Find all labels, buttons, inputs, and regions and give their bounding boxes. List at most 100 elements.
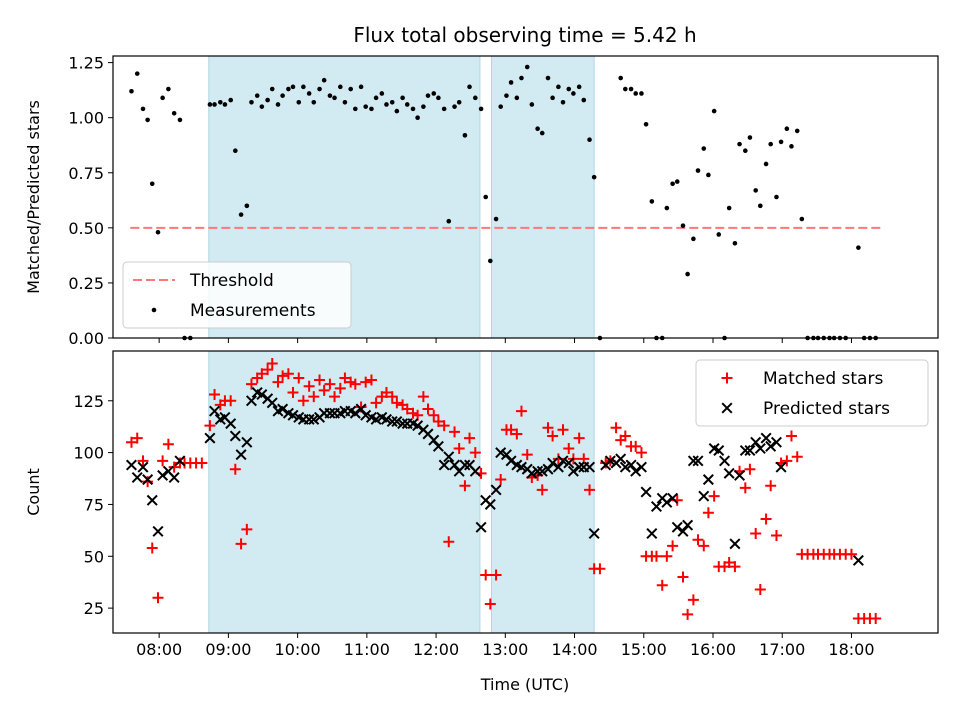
data-point <box>480 569 492 581</box>
data-point <box>311 99 317 105</box>
data-point <box>498 104 503 109</box>
legend-label: Measurements <box>190 301 316 321</box>
data-point <box>469 447 481 459</box>
data-point <box>334 382 346 394</box>
data-point <box>591 174 597 180</box>
data-point <box>750 436 762 448</box>
data-point <box>677 525 689 537</box>
data-point <box>391 415 403 428</box>
data-point <box>781 455 793 467</box>
y-axis-label: Matched/Predicted stars <box>24 100 43 294</box>
data-point <box>370 413 382 425</box>
data-point <box>542 422 554 434</box>
data-point <box>235 449 247 461</box>
data-point <box>360 376 372 388</box>
data-point <box>670 181 675 187</box>
data-point <box>428 434 440 446</box>
data-point <box>386 391 398 403</box>
legend-label: Matched stars <box>763 369 883 389</box>
data-point <box>339 372 351 384</box>
data-point <box>618 75 623 81</box>
data-point <box>332 95 337 101</box>
data-point <box>245 378 257 390</box>
data-point <box>646 527 658 539</box>
data-point <box>259 104 265 109</box>
data-point <box>386 415 398 428</box>
data-point <box>464 432 476 444</box>
data-point <box>664 205 670 211</box>
data-point <box>723 557 735 568</box>
legend-box <box>122 261 352 329</box>
data-point <box>753 188 758 193</box>
data-point <box>640 486 652 498</box>
data-point <box>254 93 260 98</box>
data-point <box>791 451 803 463</box>
data-point <box>365 374 377 386</box>
data-point <box>734 469 746 481</box>
data-point <box>774 194 779 200</box>
x-tick-label: 17:00 <box>759 640 805 659</box>
legend-marker <box>721 372 733 384</box>
data-point <box>560 99 566 105</box>
data-point <box>685 271 690 277</box>
data-point <box>157 455 169 467</box>
data-point <box>567 465 579 477</box>
data-point <box>536 465 548 477</box>
data-point <box>140 106 146 112</box>
data-point <box>459 459 471 471</box>
data-point <box>573 432 585 444</box>
data-point <box>286 86 291 92</box>
data-point <box>765 440 777 452</box>
data-point <box>438 459 450 471</box>
series-measurements <box>129 64 878 341</box>
data-point <box>852 554 864 566</box>
data-point <box>692 455 704 467</box>
data-point <box>353 106 358 112</box>
data-point <box>275 102 281 107</box>
data-point <box>547 457 559 469</box>
data-point <box>404 102 410 107</box>
data-point <box>244 203 250 209</box>
data-point <box>459 480 471 492</box>
series-predicted-stars <box>125 386 864 566</box>
data-point <box>391 397 403 409</box>
data-point <box>552 461 564 473</box>
data-point <box>604 455 616 467</box>
x-tick-label: 15:00 <box>621 640 667 659</box>
data-point <box>146 494 158 506</box>
data-point <box>763 161 769 167</box>
data-point <box>449 459 461 471</box>
data-point <box>369 106 374 112</box>
data-point <box>397 418 409 430</box>
legend-marker <box>151 307 157 313</box>
data-point <box>308 391 320 403</box>
data-point <box>327 93 333 98</box>
data-point <box>639 91 644 96</box>
data-point <box>269 86 275 92</box>
data-point <box>747 135 753 140</box>
y-tick-label: 100 <box>73 444 104 463</box>
data-point <box>495 447 507 459</box>
data-point <box>677 571 689 583</box>
legend: Threshold Measurements <box>122 261 352 329</box>
data-point <box>760 432 772 444</box>
data-point <box>241 523 253 535</box>
data-point <box>674 179 680 184</box>
data-point <box>125 459 137 471</box>
data-point <box>134 71 140 76</box>
data-point <box>754 583 766 595</box>
observing-interval <box>208 350 481 634</box>
data-point <box>576 84 582 90</box>
y-tick-label: 75 <box>84 495 104 514</box>
data-point <box>667 492 679 504</box>
data-point <box>318 384 330 396</box>
data-point <box>713 445 725 457</box>
data-point <box>682 519 694 531</box>
data-point <box>436 95 441 101</box>
data-point <box>249 99 254 105</box>
data-point <box>737 141 742 147</box>
data-point <box>619 430 631 442</box>
data-point <box>526 467 538 479</box>
data-point <box>277 370 289 382</box>
data-point <box>667 540 679 552</box>
